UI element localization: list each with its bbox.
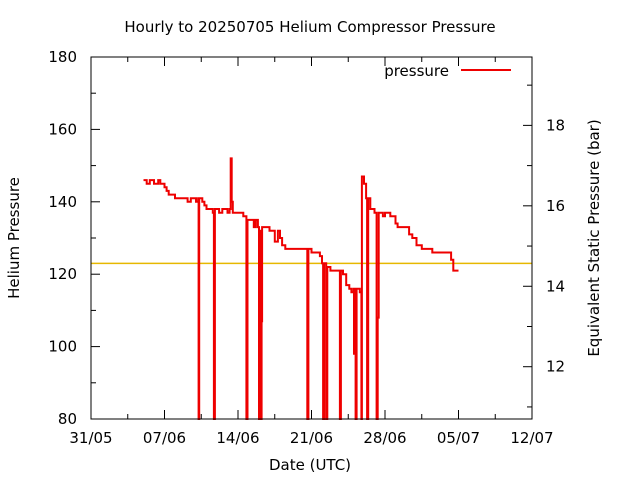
x-tick-label: 05/07 bbox=[437, 429, 480, 447]
series-pressure bbox=[143, 157, 459, 420]
x-tick-label: 28/06 bbox=[363, 429, 406, 447]
x-tick-label: 21/06 bbox=[290, 429, 333, 447]
series-line-pressure bbox=[143, 157, 459, 420]
y-tick-label: 100 bbox=[48, 338, 77, 356]
y-tick-label: 80 bbox=[58, 410, 77, 428]
x-tick-label: 31/05 bbox=[69, 429, 112, 447]
legend-label: pressure bbox=[384, 62, 449, 80]
y-axis-label: Helium Pressure bbox=[5, 177, 23, 299]
plot-border bbox=[90, 56, 533, 420]
x-axis-label: Date (UTC) bbox=[269, 456, 351, 474]
legend: pressure bbox=[384, 62, 511, 80]
y-axis-right: 12 14 16 18 bbox=[523, 84, 565, 408]
y2-tick-label: 18 bbox=[546, 116, 565, 134]
x-tick-label: 12/07 bbox=[510, 429, 553, 447]
x-axis: 31/05 07/06 14/06 21/06 28/06 05/07 12/07 bbox=[69, 57, 554, 447]
plot-frame bbox=[90, 56, 533, 420]
y-tick-label: 140 bbox=[48, 193, 77, 211]
y2-axis-label: Equivalent Static Pressure (bar) bbox=[585, 119, 603, 356]
y2-tick-label: 16 bbox=[546, 197, 565, 215]
y-axis-left: 80 100 120 140 160 180 bbox=[48, 48, 100, 428]
x-tick-label: 14/06 bbox=[216, 429, 259, 447]
y-tick-label: 180 bbox=[48, 48, 77, 66]
y-tick-label: 160 bbox=[48, 120, 77, 138]
chart-title: Hourly to 20250705 Helium Compressor Pre… bbox=[124, 18, 495, 36]
y2-tick-label: 12 bbox=[546, 358, 565, 376]
x-tick-label: 07/06 bbox=[143, 429, 186, 447]
y2-tick-label: 14 bbox=[546, 277, 565, 295]
y-tick-label: 120 bbox=[48, 265, 77, 283]
